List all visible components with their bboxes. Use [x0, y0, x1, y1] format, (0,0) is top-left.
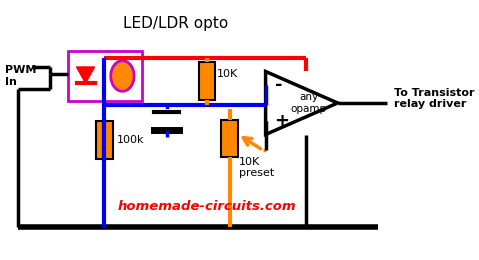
Polygon shape [77, 67, 94, 83]
Text: LED/LDR opto: LED/LDR opto [123, 16, 228, 31]
Bar [68, 51, 142, 101]
Text: PWM
In: PWM In [4, 65, 36, 87]
Text: 10K
preset: 10K preset [239, 157, 274, 178]
Text: To Transistor
relay driver: To Transistor relay driver [394, 88, 475, 109]
Text: 10K: 10K [217, 69, 238, 79]
Ellipse shape [111, 61, 134, 91]
Text: 100k: 100k [117, 135, 145, 145]
Text: homemade-circuits.com: homemade-circuits.com [118, 200, 297, 213]
Bar [221, 120, 238, 158]
Text: any
opamp: any opamp [291, 92, 327, 114]
Text: +: + [274, 112, 290, 130]
Bar [199, 62, 215, 100]
Bar [96, 121, 113, 159]
Polygon shape [265, 72, 338, 134]
Text: -: - [274, 76, 282, 94]
